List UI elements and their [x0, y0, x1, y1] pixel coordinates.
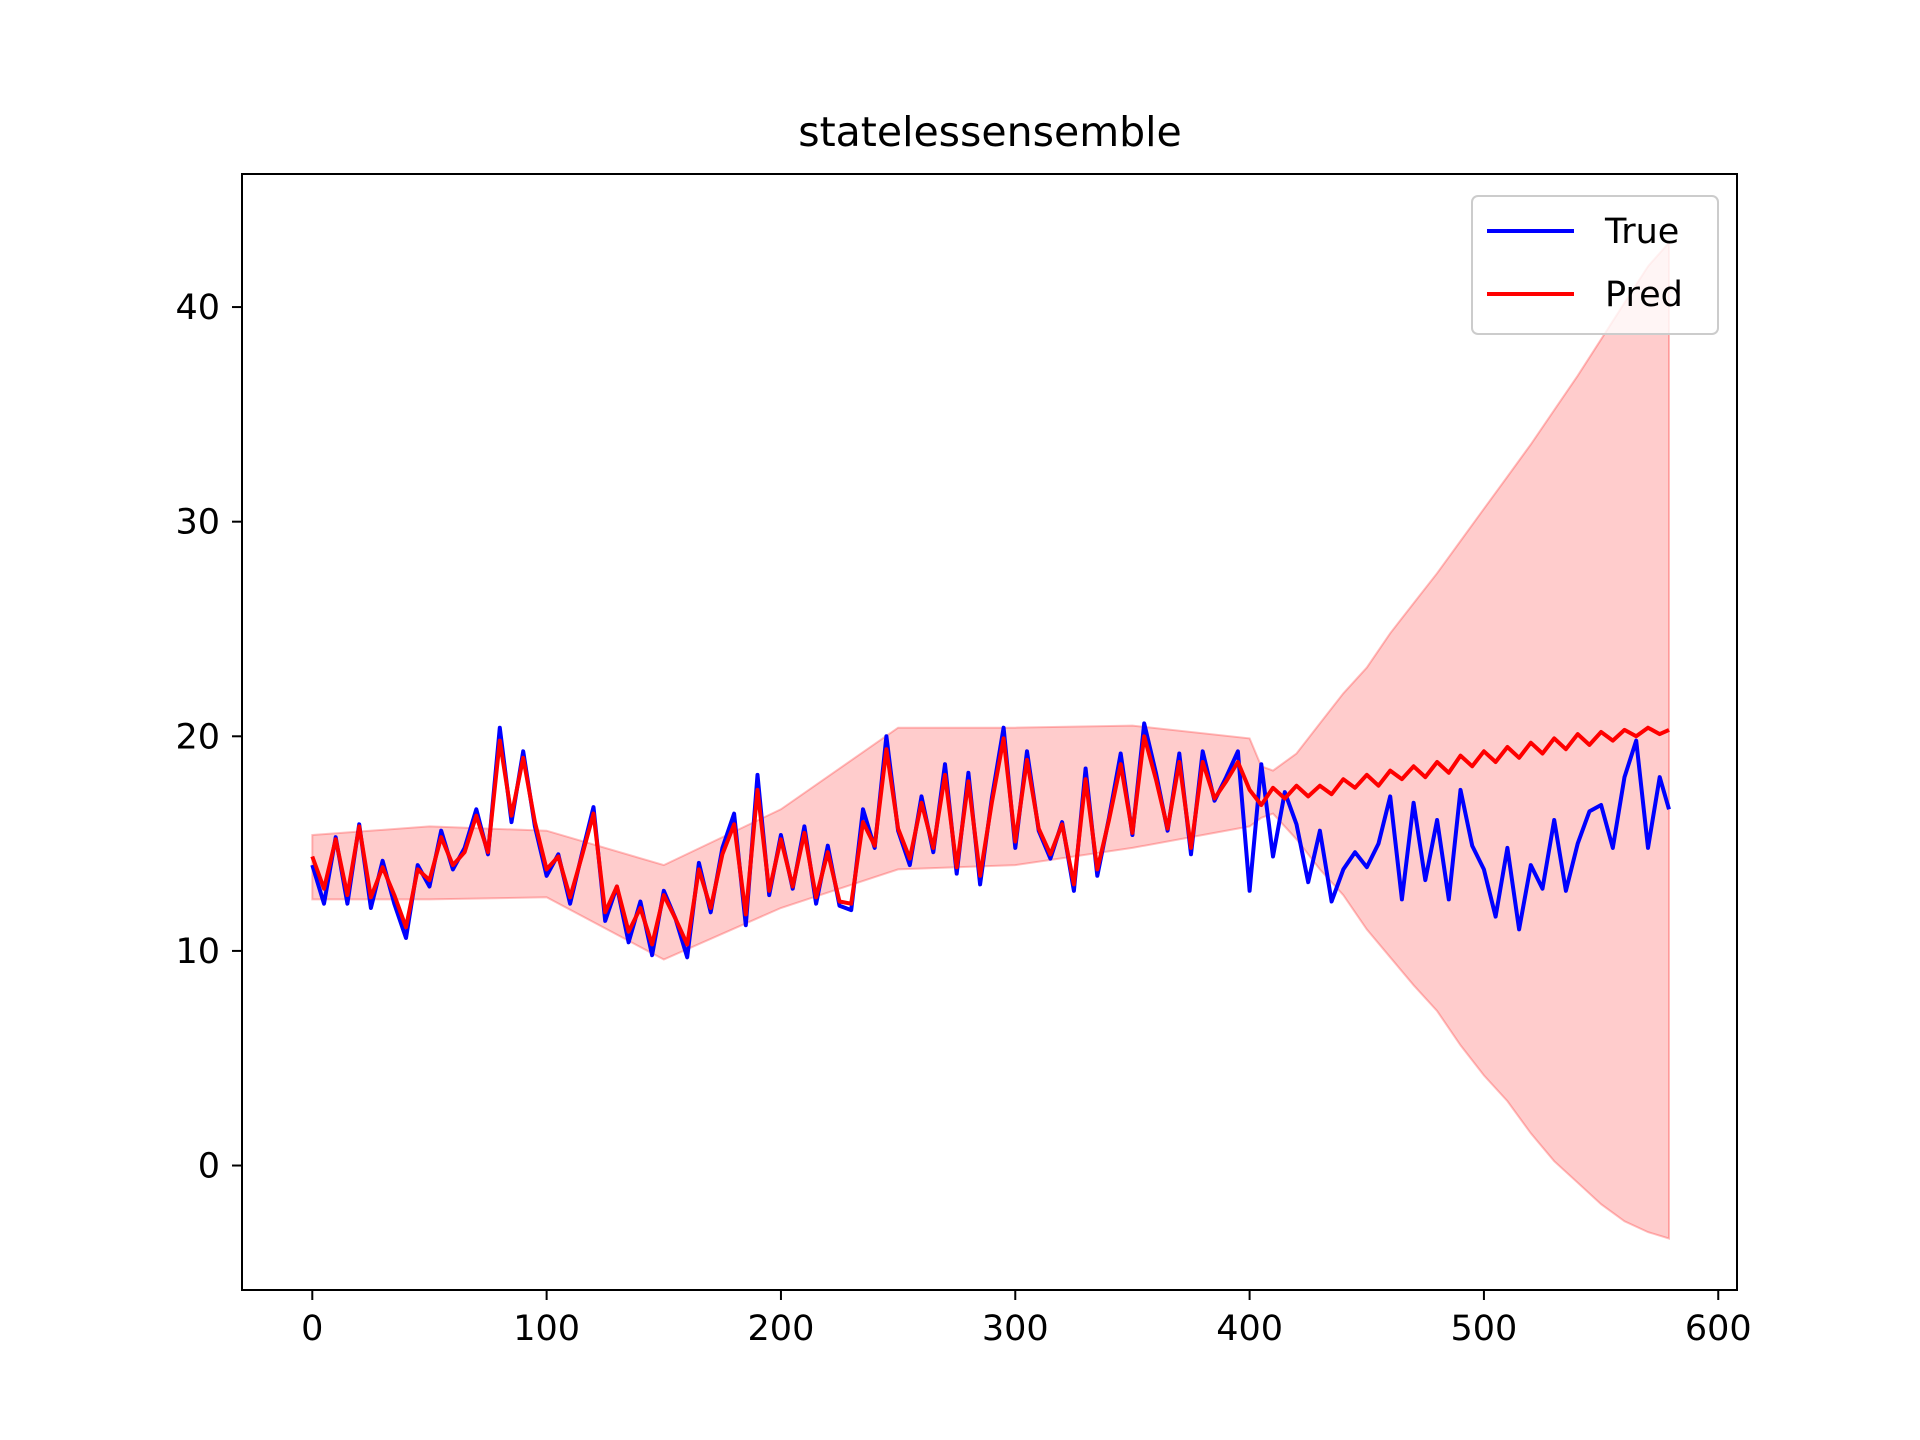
y-tick-label: 0	[198, 1147, 220, 1187]
y-tick-label: 20	[175, 717, 220, 757]
x-tick-label: 200	[748, 1309, 815, 1349]
x-tick-label: 500	[1451, 1309, 1518, 1349]
axes-frame	[241, 173, 1738, 1291]
series-line-pred	[310, 725, 1670, 947]
plot-area	[310, 240, 1671, 1240]
y-tick-label: 30	[175, 503, 220, 543]
x-tick-label: 0	[301, 1309, 323, 1349]
legend: True Pred	[1471, 195, 1719, 335]
x-tick-label: 600	[1685, 1309, 1752, 1349]
legend-label-true: True	[1604, 212, 1679, 252]
y-tick-label: 10	[175, 932, 220, 972]
x-tick-label: 300	[982, 1309, 1049, 1349]
chart-title: statelessensemble	[798, 108, 1182, 156]
x-axis: 0 100 200 300 400 500 600	[301, 1290, 1752, 1349]
x-tick-label: 100	[513, 1309, 580, 1349]
legend-label-pred: Pred	[1605, 275, 1683, 315]
y-axis: 0 10 20 30 40	[175, 288, 242, 1187]
x-tick-label: 400	[1216, 1309, 1283, 1349]
y-tick-label: 40	[175, 288, 220, 328]
prediction-band	[311, 240, 1670, 1240]
